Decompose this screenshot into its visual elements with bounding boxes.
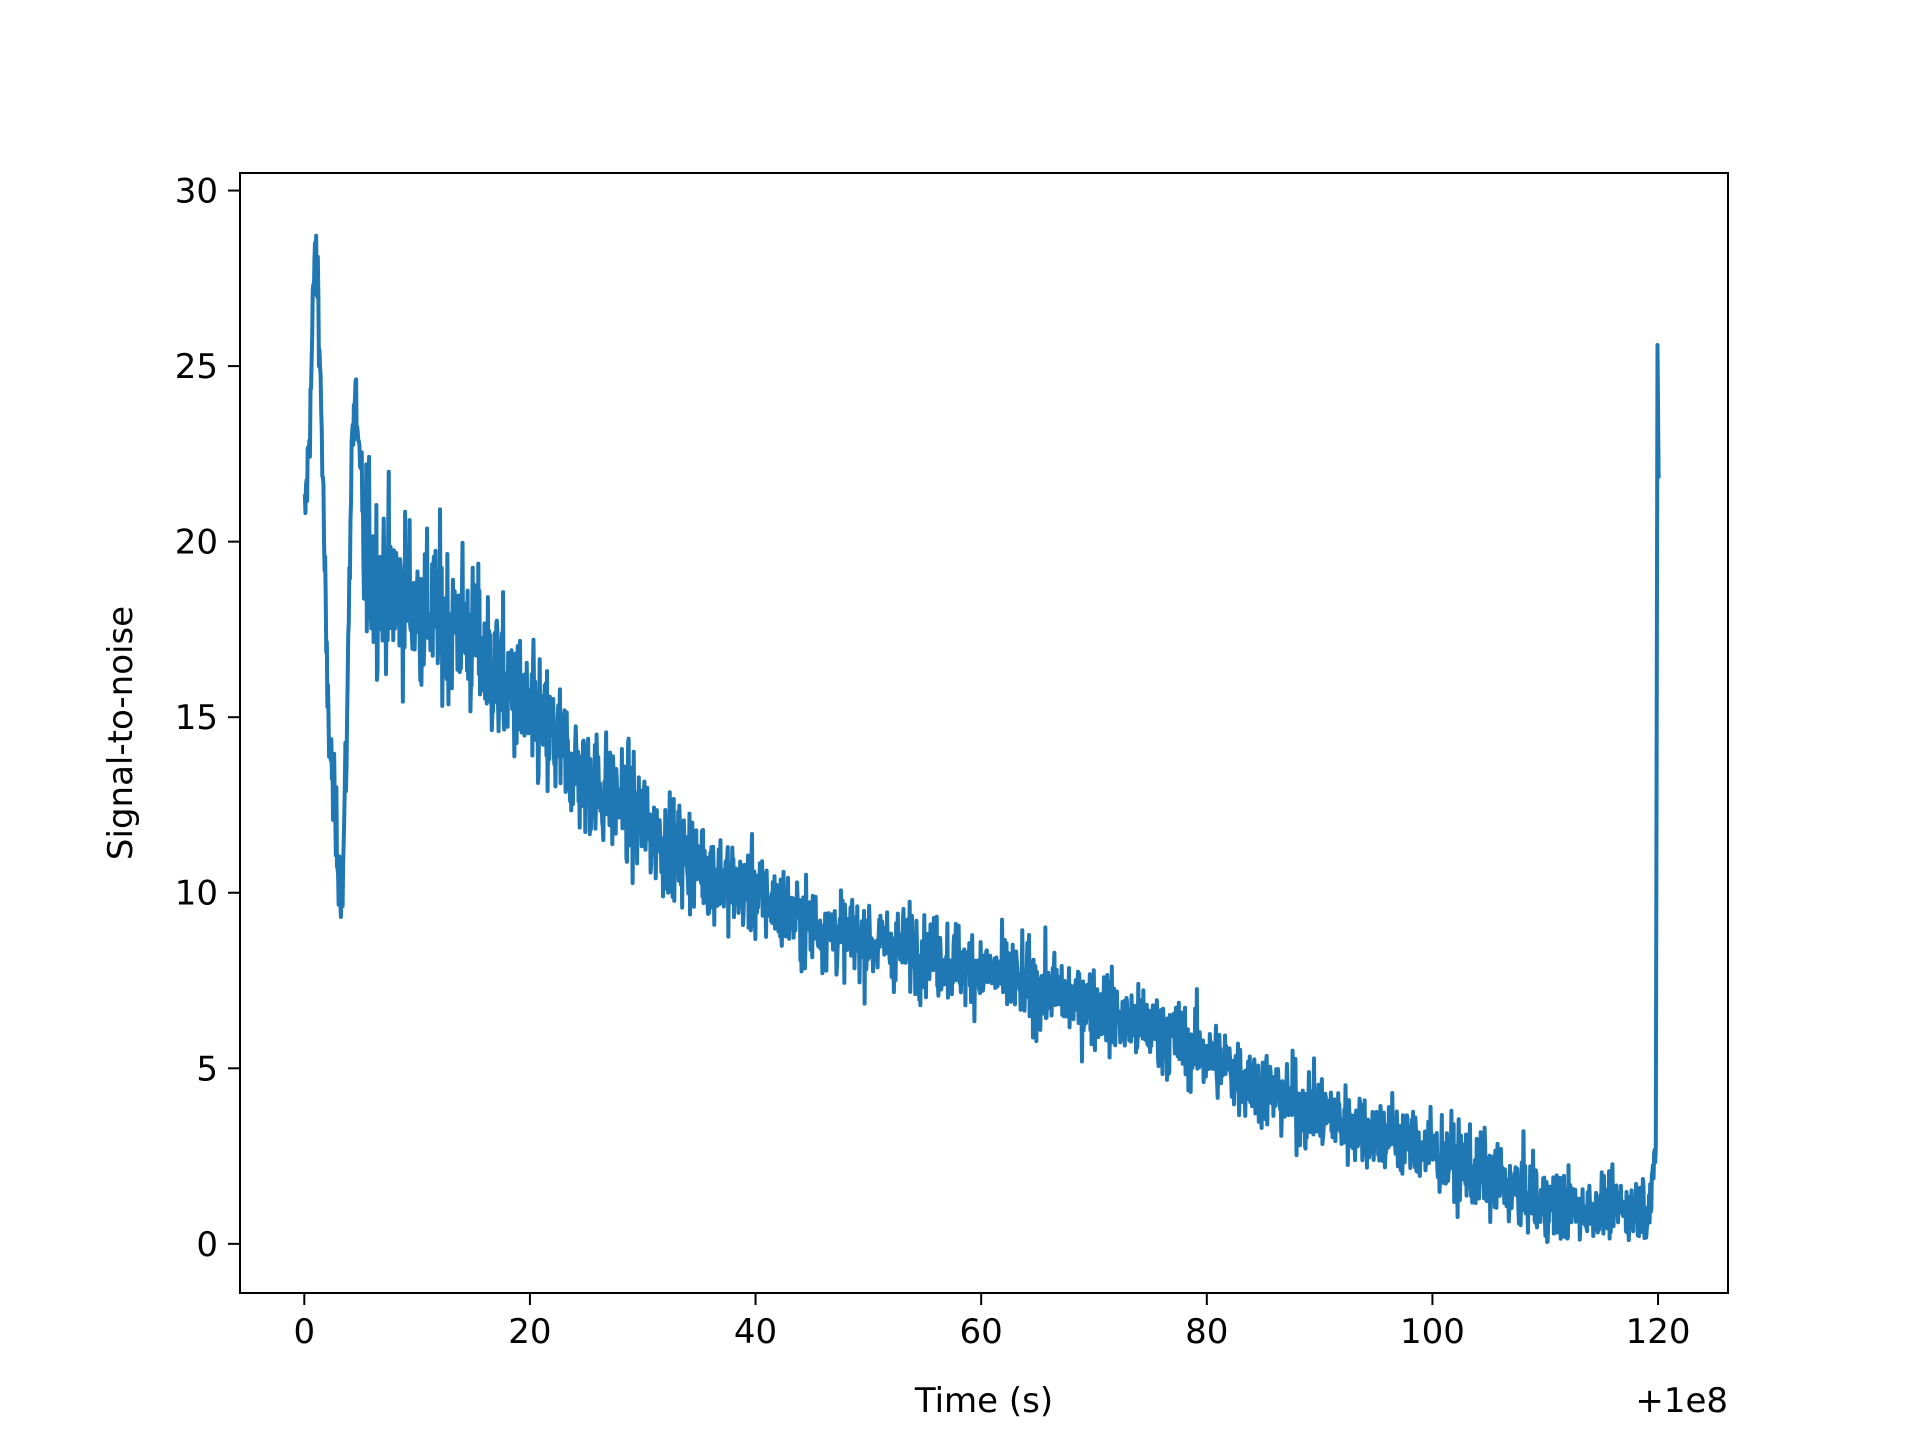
series-line [302,233,1661,1245]
y-tick-label: 5 [196,1049,218,1089]
x-axis-label: Time (s) [914,1381,1053,1421]
x-axis-offset-label: +1e8 [1635,1381,1728,1421]
y-tick-label: 25 [175,347,218,387]
x-tick-label: 60 [960,1312,1003,1352]
x-tick-label: 40 [734,1312,777,1352]
x-tick-label: 120 [1626,1312,1691,1352]
y-tick-label: 15 [175,698,218,738]
x-tick-label: 100 [1400,1312,1465,1352]
y-tick-label: 0 [196,1225,218,1265]
y-tick-label: 20 [175,523,218,563]
y-tick-label: 30 [175,172,218,212]
plot-frame [239,172,1729,1294]
y-axis-label: Signal-to-noise [101,606,141,860]
x-tick-label: 0 [293,1312,315,1352]
x-axis: 0 20 40 60 80 100 120 [293,1293,1691,1352]
x-tick-label: 80 [1185,1312,1228,1352]
y-axis: 0 5 10 15 20 25 30 [175,172,240,1265]
x-tick-label: 20 [508,1312,551,1352]
y-tick-label: 10 [175,874,218,914]
plot-area [302,233,1661,1245]
